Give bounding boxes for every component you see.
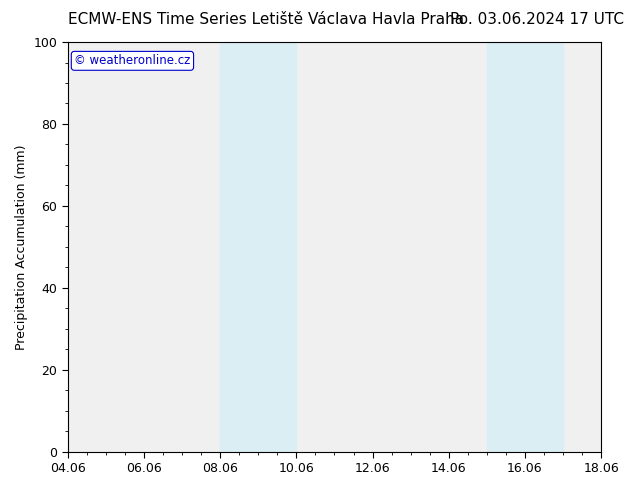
Bar bbox=[220, 42, 296, 452]
Y-axis label: Precipitation Accumulation (mm): Precipitation Accumulation (mm) bbox=[15, 144, 28, 349]
Text: ECMW-ENS Time Series Letiště Václava Havla Praha: ECMW-ENS Time Series Letiště Václava Hav… bbox=[68, 12, 464, 27]
Text: Po. 03.06.2024 17 UTC: Po. 03.06.2024 17 UTC bbox=[451, 12, 624, 27]
Text: © weatheronline.cz: © weatheronline.cz bbox=[74, 54, 191, 67]
Bar bbox=[487, 42, 563, 452]
